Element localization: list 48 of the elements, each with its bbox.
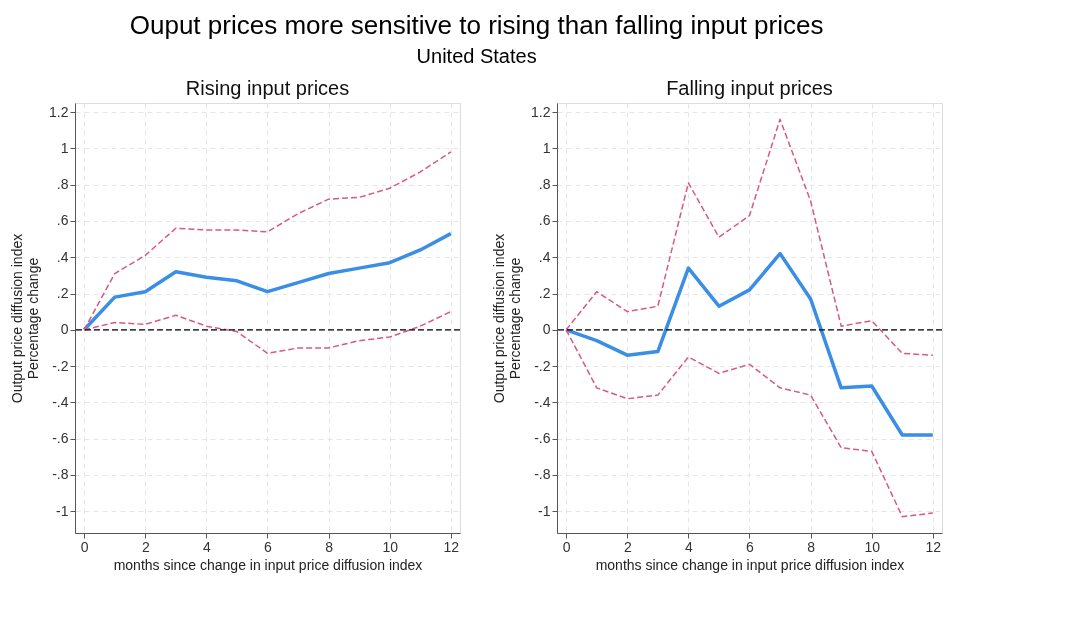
x-tick-label: 6 — [746, 538, 755, 555]
y-tick-label: .6 — [56, 212, 69, 229]
y-tick-label: -.6 — [534, 430, 551, 447]
x-tick-label: 12 — [443, 538, 460, 555]
y-axis-title: Output price diffusion index Percentage change — [9, 233, 42, 404]
x-tick-label: 2 — [141, 538, 150, 555]
y-tick-label: 1 — [542, 139, 551, 156]
x-tick-label: 8 — [807, 538, 816, 555]
x-tick-label: 0 — [562, 538, 571, 555]
y-tick-label: .8 — [56, 176, 69, 193]
x-tick-label: 10 — [382, 538, 399, 555]
x-tick-label: 12 — [925, 538, 942, 555]
y-tick-label: 1.2 — [49, 103, 69, 120]
y-tick-label: 0 — [60, 321, 69, 338]
chart-title: Falling input prices — [666, 77, 833, 99]
x-tick-label: 6 — [264, 538, 273, 555]
y-tick-label: -.8 — [534, 466, 551, 483]
y-tick-label: .4 — [56, 248, 69, 265]
x-tick-label: 4 — [202, 538, 211, 555]
x-axis-title: months since change in input price diffusion index — [113, 556, 423, 573]
y-axis-title: Output price diffusion index Percentage change — [491, 233, 524, 404]
x-tick-label: 2 — [623, 538, 632, 555]
y-tick-label: .6 — [538, 212, 551, 229]
x-tick-label: 0 — [80, 538, 89, 555]
y-tick-label: .2 — [56, 285, 69, 302]
y-tick-label: -.2 — [534, 357, 551, 374]
y-tick-label: -.6 — [52, 430, 69, 447]
y-tick-label: -.4 — [52, 393, 69, 410]
text: United States — [416, 44, 537, 67]
y-tick-label: 1 — [60, 139, 69, 156]
x-tick-label: 8 — [325, 538, 334, 555]
x-tick-label: 4 — [684, 538, 693, 555]
y-tick-label: .2 — [538, 285, 551, 302]
y-tick-label: -1 — [56, 502, 69, 519]
line-series — [82, 231, 453, 332]
y-tick-label: 1.2 — [531, 103, 551, 120]
text: Ouput prices more sensitive to rising than falling input prices — [129, 9, 824, 40]
chart-title: Rising input prices — [185, 77, 350, 99]
y-tick-label: -.8 — [52, 466, 69, 483]
line-series — [564, 251, 935, 437]
y-tick-label: -.4 — [534, 393, 551, 410]
y-tick-label: .8 — [538, 176, 551, 193]
y-tick-label: .4 — [538, 248, 551, 265]
y-tick-label: -.2 — [52, 357, 69, 374]
y-tick-label: -1 — [538, 502, 551, 519]
x-tick-label: 10 — [864, 538, 881, 555]
y-tick-label: 0 — [542, 321, 551, 338]
x-axis-title: months since change in input price diffusion index — [595, 556, 905, 573]
